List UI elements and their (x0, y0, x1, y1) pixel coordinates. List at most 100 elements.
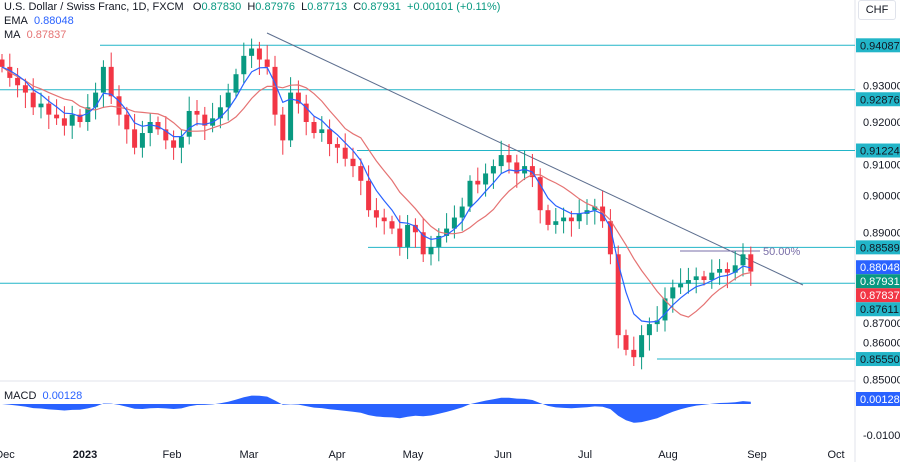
x-tick-label: Sep (747, 449, 767, 461)
ma-value: 0.87837 (26, 29, 67, 41)
candle-down (311, 122, 317, 134)
candle-down (397, 228, 403, 247)
y-tick-label: 0.91000 (863, 160, 900, 172)
close-label: C (353, 1, 362, 13)
high-label: H (247, 1, 256, 13)
candle-down (124, 114, 130, 130)
candle-down (701, 276, 707, 281)
price-tag: 0.87931 (860, 276, 900, 288)
candle-up (288, 92, 294, 141)
y-tick-label: 0.90000 (863, 191, 900, 203)
candle-down (108, 66, 114, 97)
macd-value: 0.00128 (42, 390, 83, 402)
candle-up (178, 136, 184, 148)
level-tag: 0.85550 (860, 354, 900, 366)
candle-down (295, 92, 301, 104)
macd-tag-bg (856, 392, 900, 406)
candle-up (186, 110, 192, 137)
y-tick-label: 0.89000 (863, 227, 900, 239)
candle-up (576, 213, 582, 222)
candle-down (475, 180, 481, 185)
candle-down (350, 158, 356, 167)
candle-down (303, 103, 309, 122)
level-tag-bg (856, 92, 900, 107)
candle-down (256, 48, 262, 60)
ma-legend[interactable]: MA 0.87837 (4, 29, 66, 41)
fib-label: 50.00% (763, 246, 801, 258)
candle-down (22, 85, 28, 93)
candle-down (30, 92, 36, 108)
candle-up (459, 206, 465, 218)
candle-up (233, 74, 239, 93)
change-value: +0.00101 (+0.11%) (407, 1, 501, 13)
candle-up (732, 265, 738, 273)
candle-up (490, 166, 496, 174)
candle-down (506, 155, 512, 163)
ema-line (1, 66, 751, 323)
candle-down (420, 232, 426, 255)
low-value: 0.87713 (307, 1, 348, 13)
candle-down (389, 221, 395, 229)
candle-up (561, 217, 567, 222)
candle-down (61, 118, 67, 126)
candle-up (639, 335, 645, 358)
candle-down (358, 166, 364, 181)
candle-down (412, 224, 418, 233)
open-value: 0.87830 (201, 1, 242, 13)
candle-down (623, 335, 629, 350)
ema-legend[interactable]: EMA 0.88048 (4, 15, 74, 27)
candle-down (15, 77, 21, 86)
candle-up (483, 173, 489, 185)
candle-up (740, 254, 746, 266)
candle-down (545, 210, 551, 225)
y-tick-label: 0.93000 (863, 80, 900, 92)
candle-down (171, 140, 177, 148)
candle-down (194, 110, 200, 115)
y-tick-label: 0.86000 (863, 338, 900, 350)
candle-down (537, 177, 543, 211)
candle-up (69, 114, 75, 126)
close-value: 0.87931 (361, 1, 401, 13)
candle-down (54, 114, 60, 119)
candle-down (202, 114, 208, 126)
candle-up (451, 217, 457, 229)
candle-up (225, 92, 231, 108)
candle-up (717, 269, 723, 273)
macd-tag: 0.00128 (860, 394, 900, 406)
x-tick-label: Apr (328, 449, 345, 461)
candle-down (342, 147, 348, 159)
macd-area (2, 395, 751, 423)
candle-up (662, 298, 668, 321)
candle-down (607, 221, 613, 255)
trendline (266, 32, 804, 286)
x-tick-label: Aug (658, 449, 678, 461)
candle-up (498, 155, 504, 167)
price-tag-bg (856, 260, 900, 275)
candle-down (116, 96, 122, 115)
y-tick-label: 0.92000 (863, 117, 900, 129)
candle-down (264, 59, 270, 67)
y-tick-label: 0.85000 (863, 374, 900, 386)
candle-up (646, 324, 652, 336)
currency-button[interactable]: CHF (858, 0, 896, 20)
macd-legend[interactable]: MACD 0.00128 (4, 390, 82, 402)
candle-down (0, 59, 5, 67)
candle-down (373, 210, 379, 218)
level-tag: 0.92876 (860, 94, 900, 106)
candle-down (280, 114, 286, 141)
candle-up (319, 129, 325, 134)
macd-label: MACD (4, 390, 37, 402)
candle-up (670, 287, 676, 299)
level-tag-bg (856, 143, 900, 158)
price-tag-bg (856, 274, 900, 289)
low-label: L (301, 1, 308, 13)
x-tick-label: Jun (494, 449, 512, 461)
candle-down (132, 129, 138, 148)
candle-up (241, 55, 247, 75)
candle-up (428, 246, 434, 255)
candle-up (592, 206, 598, 211)
candle-down (381, 217, 387, 222)
candle-down (568, 217, 574, 222)
candle-up (678, 283, 684, 288)
